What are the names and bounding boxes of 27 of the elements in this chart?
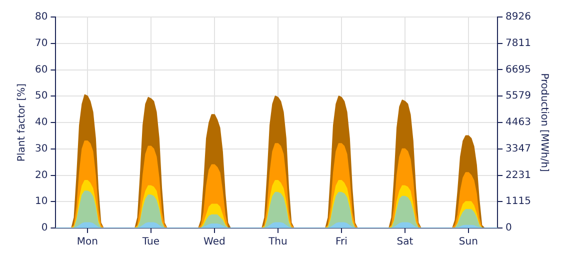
y2-tick-label: 5579	[506, 90, 532, 102]
x-tick-label: Wed	[204, 236, 226, 248]
y2-tick-label: 2231	[506, 170, 532, 181]
y-tick-label: 10	[34, 196, 48, 208]
y2-tick-label: 7811	[506, 38, 532, 49]
y-tick-label: 40	[34, 117, 48, 128]
y-axis-title: Plant factor [%]	[16, 83, 28, 162]
x-tick-label: Sat	[396, 236, 414, 248]
y2-axis-title: Production [MWh/h]	[538, 73, 550, 172]
y-tick-label: 50	[34, 90, 48, 102]
y-tick-label: 20	[34, 170, 48, 181]
y-tick-label: 60	[34, 64, 48, 76]
y2-tick-label: 3347	[506, 143, 532, 154]
y2-tick-label: 0	[506, 222, 512, 234]
y-tick-label: 0	[41, 222, 48, 234]
y-tick-label: 80	[34, 12, 48, 23]
x-tick-label: Fri	[335, 236, 348, 248]
y2-tick-label: 6695	[506, 64, 532, 76]
x-tick-label: Thu	[268, 236, 288, 248]
y2-tick-label: 4463	[506, 117, 532, 128]
y2-tick-label: 1115	[506, 196, 532, 208]
y-tick-label: 30	[34, 143, 48, 154]
y2-tick-label: 8926	[506, 12, 532, 23]
y-tick-label: 70	[34, 38, 48, 49]
x-tick-label: Sun	[458, 236, 478, 248]
x-tick-label: Tue	[141, 236, 160, 248]
x-tick-label: Mon	[76, 236, 98, 248]
